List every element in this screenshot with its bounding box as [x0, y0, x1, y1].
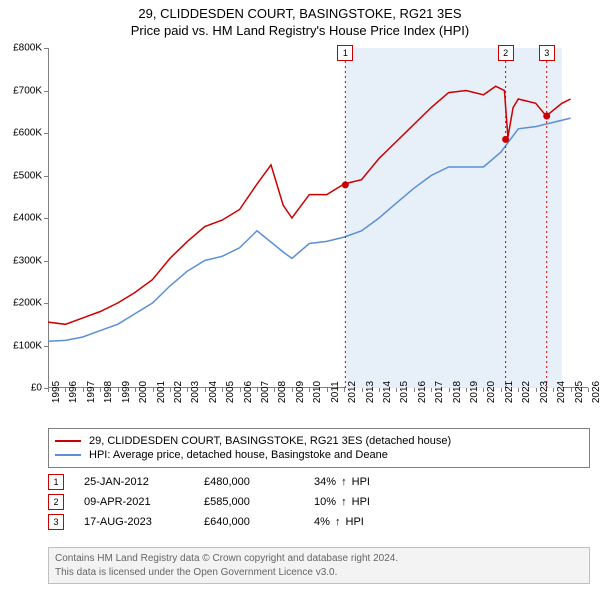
event-date: 17-AUG-2023 [84, 516, 204, 528]
y-axis-label: £100K [13, 340, 42, 351]
y-axis-label: £400K [13, 213, 42, 224]
y-axis-label: £200K [13, 298, 42, 309]
event-number: 1 [48, 474, 64, 490]
legend: 29, CLIDDESDEN COURT, BASINGSTOKE, RG21 … [48, 428, 590, 468]
y-axis-label: £600K [13, 128, 42, 139]
legend-label: HPI: Average price, detached house, Basi… [89, 449, 388, 461]
x-axis-label: 2024 [556, 381, 567, 403]
x-axis-label: 2003 [190, 381, 201, 403]
x-axis-label: 2025 [574, 381, 585, 403]
event-marker: 3 [539, 45, 555, 61]
x-axis-label: 2006 [243, 381, 254, 403]
event-number: 3 [48, 514, 64, 530]
y-axis-label: £0 [31, 383, 42, 394]
x-axis-label: 2007 [260, 381, 271, 403]
x-axis-label: 2009 [295, 381, 306, 403]
event-date: 25-JAN-2012 [84, 476, 204, 488]
x-axis-label: 1995 [51, 381, 62, 403]
x-axis-label: 1998 [103, 381, 114, 403]
x-axis-label: 2018 [452, 381, 463, 403]
event-price: £585,000 [204, 496, 314, 508]
x-axis-label: 1999 [121, 381, 132, 403]
x-axis-label: 2019 [469, 381, 480, 403]
x-axis-label: 2012 [347, 381, 358, 403]
event-table: 125-JAN-2012£480,00034% ↑ HPI209-APR-202… [48, 470, 576, 534]
x-axis-label: 1997 [86, 381, 97, 403]
event-marker: 2 [498, 45, 514, 61]
x-axis-label: 1996 [68, 381, 79, 403]
event-marker: 1 [337, 45, 353, 61]
x-axis-label: 2001 [156, 381, 167, 403]
footer-attribution: Contains HM Land Registry data © Crown c… [48, 547, 590, 584]
chart-title-line2: Price paid vs. HM Land Registry's House … [0, 23, 600, 40]
x-axis-label: 2022 [521, 381, 532, 403]
x-axis-label: 2023 [539, 381, 550, 403]
legend-swatch [55, 440, 81, 442]
x-axis-label: 2004 [208, 381, 219, 403]
x-axis-label: 2015 [399, 381, 410, 403]
event-delta: 4% ↑ HPI [314, 516, 424, 528]
x-axis-label: 2026 [591, 381, 600, 403]
footer-line1: Contains HM Land Registry data © Crown c… [55, 552, 583, 566]
event-price: £640,000 [204, 516, 314, 528]
x-axis-label: 2010 [312, 381, 323, 403]
event-date: 09-APR-2021 [84, 496, 204, 508]
x-axis-label: 2014 [382, 381, 393, 403]
x-axis-label: 2013 [365, 381, 376, 403]
event-delta: 34% ↑ HPI [314, 476, 424, 488]
footer-line2: This data is licensed under the Open Gov… [55, 566, 583, 580]
event-number: 2 [48, 494, 64, 510]
chart-title-line1: 29, CLIDDESDEN COURT, BASINGSTOKE, RG21 … [0, 6, 600, 23]
x-axis-label: 2016 [417, 381, 428, 403]
y-axis-label: £300K [13, 255, 42, 266]
y-axis-label: £700K [13, 85, 42, 96]
x-axis-label: 2017 [434, 381, 445, 403]
x-axis-label: 2020 [486, 381, 497, 403]
x-axis-label: 2011 [330, 381, 341, 403]
x-axis-label: 2000 [138, 381, 149, 403]
x-axis-label: 2005 [225, 381, 236, 403]
price-chart: £0£100K£200K£300K£400K£500K£600K£700K£80… [48, 48, 588, 388]
event-price: £480,000 [204, 476, 314, 488]
legend-label: 29, CLIDDESDEN COURT, BASINGSTOKE, RG21 … [89, 435, 451, 447]
legend-swatch [55, 454, 81, 456]
y-axis-label: £500K [13, 170, 42, 181]
y-axis-label: £800K [13, 43, 42, 54]
x-axis-label: 2008 [277, 381, 288, 403]
event-delta: 10% ↑ HPI [314, 496, 424, 508]
x-axis-label: 2002 [173, 381, 184, 403]
x-axis-label: 2021 [504, 381, 515, 403]
